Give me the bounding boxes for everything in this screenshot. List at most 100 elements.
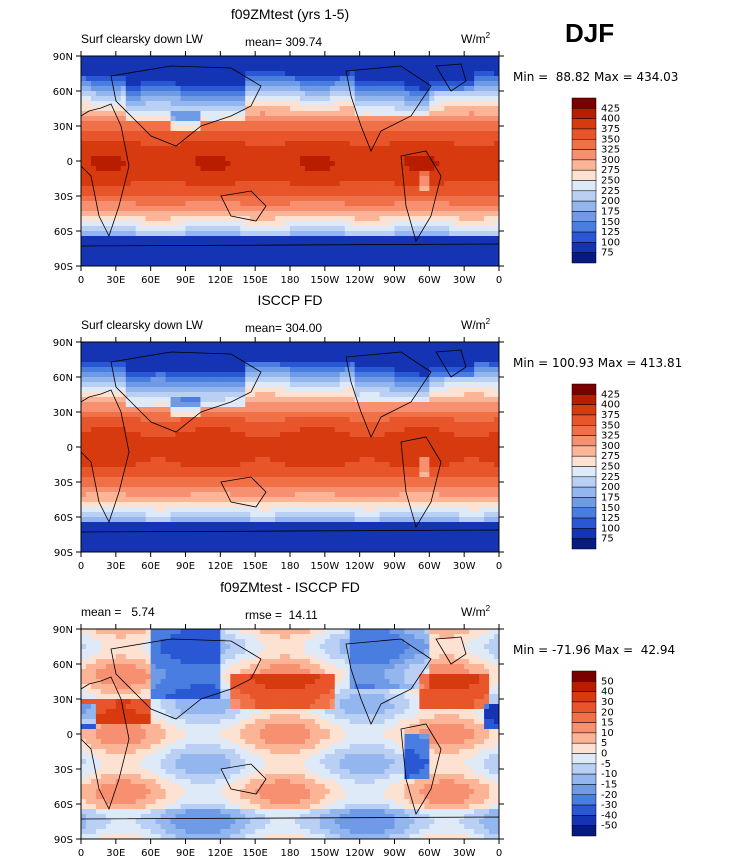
- units-exponent: 2: [486, 317, 490, 326]
- units-exponent: 2: [486, 604, 490, 613]
- lat-tick-label: 60N: [53, 660, 73, 671]
- colorbar-swatch: [572, 518, 596, 528]
- panel-title: ISCCP FD: [140, 292, 440, 308]
- panel-left-label: Surf clearsky down LW: [81, 32, 203, 46]
- lon-tick-label: 120E: [208, 275, 233, 286]
- colorbar-swatch: [572, 764, 596, 774]
- units-label: W/m2: [461, 31, 490, 46]
- colorbar-swatch: [572, 201, 596, 211]
- lat-tick-label: 60S: [54, 227, 73, 238]
- lon-tick-label: 90W: [383, 848, 406, 859]
- colorbar-swatch: [572, 253, 596, 263]
- contour-field: [81, 56, 499, 266]
- colorbar-swatch: [572, 528, 596, 538]
- colorbar-swatch: [572, 405, 596, 415]
- contour-field: [81, 629, 499, 839]
- colorbar-swatch: [572, 508, 596, 518]
- lon-tick-label: 150E: [242, 275, 267, 286]
- lon-tick-label: 150W: [310, 275, 339, 286]
- colorbar-swatch: [572, 456, 596, 466]
- panel-title: f09ZMtest (yrs 1-5): [140, 6, 440, 22]
- lon-tick-label: 0: [78, 561, 84, 572]
- lon-tick-label: 120E: [208, 848, 233, 859]
- lat-tick-label: 90S: [54, 262, 73, 273]
- colorbar-swatch: [572, 497, 596, 507]
- colorbar-swatch: [572, 805, 596, 815]
- lon-tick-label: 90E: [176, 275, 195, 286]
- colorbar-swatch: [572, 826, 596, 836]
- colorbar-swatch: [572, 754, 596, 764]
- colorbar-swatch: [572, 384, 596, 394]
- lon-tick-label: 120W: [345, 561, 374, 572]
- colorbar-swatch: [572, 211, 596, 221]
- panel-stat-label: rmse = 14.11: [245, 608, 318, 622]
- lat-tick-label: 30S: [54, 765, 73, 776]
- colorbar-swatch: [572, 108, 596, 118]
- lon-tick-label: 30E: [106, 561, 125, 572]
- lat-tick-label: 30S: [54, 478, 73, 489]
- lon-tick-label: 30W: [453, 848, 476, 859]
- colorbar-swatch: [572, 129, 596, 139]
- colorbar-swatch: [572, 733, 596, 743]
- lon-tick-label: 0: [496, 561, 502, 572]
- lon-tick-label: 0: [78, 275, 84, 286]
- lon-tick-label: 90W: [383, 275, 406, 286]
- panel-stat-label: mean= 304.00: [245, 321, 322, 335]
- units-label: W/m2: [461, 317, 490, 332]
- lat-tick-label: 90N: [53, 625, 73, 636]
- lon-tick-label: 120W: [345, 275, 374, 286]
- units-exponent: 2: [486, 31, 490, 40]
- lon-tick-label: 150W: [310, 848, 339, 859]
- units-text: W/m: [461, 32, 486, 46]
- colorbar-swatch: [572, 487, 596, 497]
- lat-tick-label: 60S: [54, 800, 73, 811]
- lon-tick-label: 30E: [106, 275, 125, 286]
- lon-tick-label: 60W: [418, 275, 441, 286]
- units-text: W/m: [461, 318, 486, 332]
- lat-tick-label: 0: [67, 443, 73, 454]
- lon-tick-label: 180: [280, 848, 299, 859]
- colorbar-swatch: [572, 671, 596, 681]
- colorbar-swatch: [572, 774, 596, 784]
- lon-tick-label: 0: [496, 275, 502, 286]
- lat-tick-label: 30N: [53, 695, 73, 706]
- lon-tick-label: 60E: [141, 561, 160, 572]
- lon-tick-label: 60W: [418, 848, 441, 859]
- lat-tick-label: 60N: [53, 87, 73, 98]
- panel-stat-label: mean= 309.74: [245, 35, 322, 49]
- lon-tick-label: 120E: [208, 561, 233, 572]
- colorbar-swatch: [572, 539, 596, 549]
- lon-tick-label: 60E: [141, 848, 160, 859]
- panel-left-label: mean = 5.74: [81, 605, 155, 619]
- lon-tick-label: 0: [496, 848, 502, 859]
- min-max-label: Min = 100.93 Max = 413.81: [513, 356, 682, 370]
- season-label: DJF: [565, 18, 614, 49]
- lon-tick-label: 60W: [418, 561, 441, 572]
- lon-tick-label: 150W: [310, 561, 339, 572]
- colorbar-label: -50: [601, 821, 617, 832]
- colorbar-swatch: [572, 446, 596, 456]
- lon-tick-label: 120W: [345, 848, 374, 859]
- colorbar-swatch: [572, 702, 596, 712]
- colorbar-swatch: [572, 181, 596, 191]
- lat-tick-label: 90S: [54, 835, 73, 846]
- lat-tick-label: 30N: [53, 408, 73, 419]
- panel-left-label: Surf clearsky down LW: [81, 318, 203, 332]
- lat-tick-label: 60S: [54, 513, 73, 524]
- colorbar-swatch: [572, 139, 596, 149]
- colorbar-swatch: [572, 795, 596, 805]
- lat-tick-label: 0: [67, 157, 73, 168]
- colorbar-swatch: [572, 98, 596, 108]
- lon-tick-label: 30W: [453, 275, 476, 286]
- colorbar-swatch: [572, 477, 596, 487]
- colorbar-swatch: [572, 681, 596, 691]
- colorbar-label: 75: [601, 534, 614, 545]
- colorbar-label: 75: [601, 248, 614, 259]
- lon-tick-label: 30E: [106, 848, 125, 859]
- colorbar-swatch: [572, 232, 596, 242]
- lat-tick-label: 30N: [53, 122, 73, 133]
